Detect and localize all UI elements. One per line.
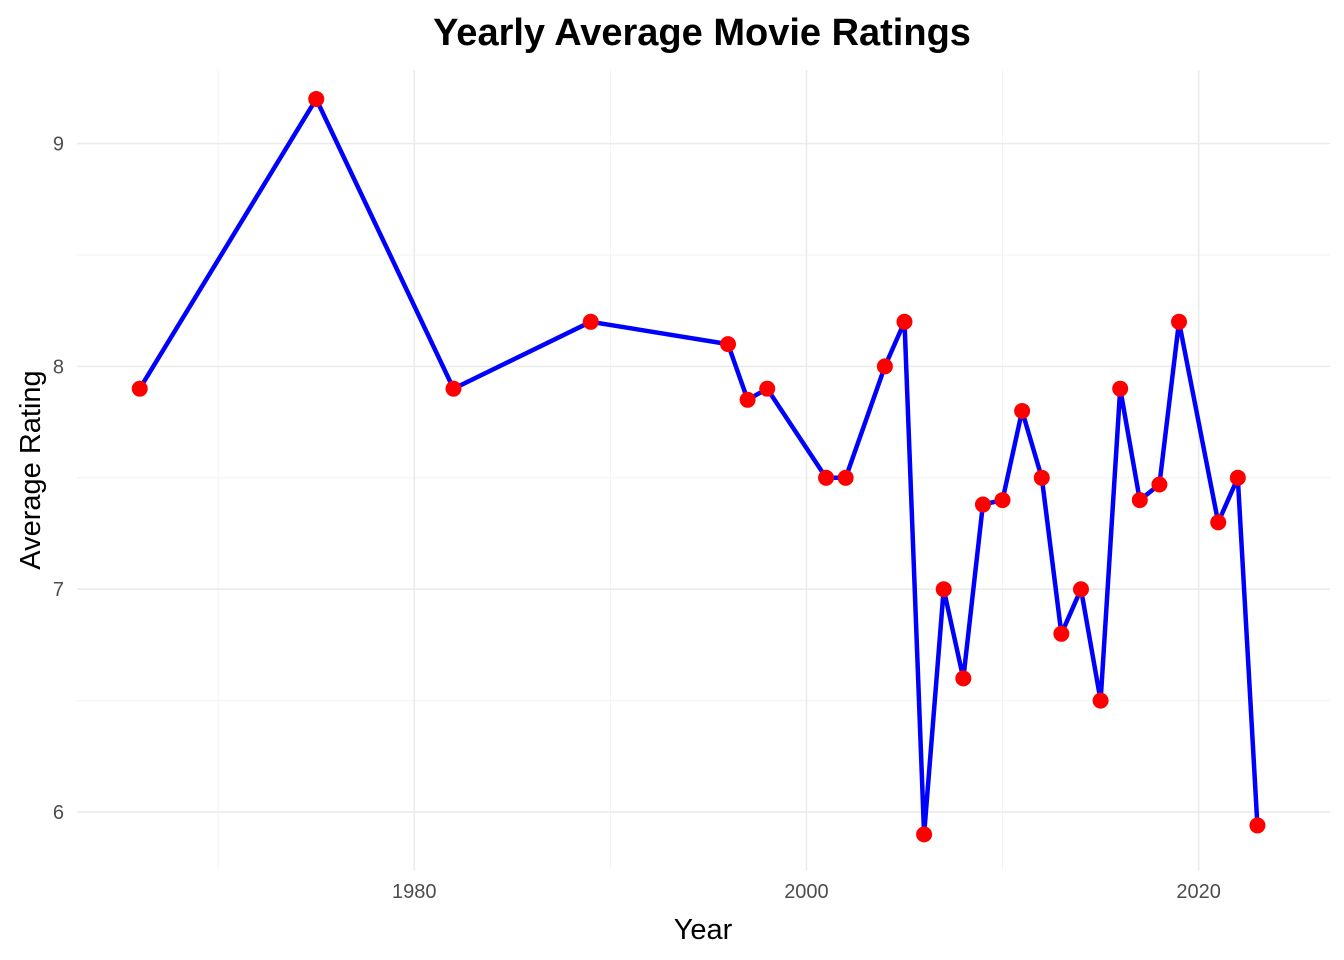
data-point	[759, 380, 776, 397]
data-point	[720, 336, 737, 353]
data-point	[1112, 380, 1129, 397]
data-point	[1053, 625, 1070, 642]
data-point	[445, 380, 462, 397]
data-point	[955, 670, 972, 687]
data-point	[837, 469, 854, 486]
y-tick-label: 8	[53, 356, 64, 378]
chart-title: Yearly Average Movie Ratings	[433, 12, 971, 54]
data-point	[582, 313, 599, 330]
data-point	[974, 496, 991, 513]
data-point	[1092, 692, 1109, 709]
data-point	[739, 391, 756, 408]
data-point	[1151, 476, 1168, 493]
series-line	[137, 96, 1260, 837]
tick-label-layer: 1980 2000 2020 6 7 8 9	[53, 134, 1221, 903]
y-tick-label: 6	[53, 802, 64, 824]
data-point	[1210, 514, 1227, 531]
data-point	[1229, 469, 1246, 486]
data-point	[131, 380, 148, 397]
x-tick-label: 1980	[392, 881, 437, 903]
y-tick-label: 7	[53, 579, 64, 601]
data-point	[935, 581, 952, 598]
data-point	[876, 358, 893, 375]
data-point	[1033, 469, 1050, 486]
x-tick-label: 2000	[784, 881, 829, 903]
data-point	[1072, 581, 1089, 598]
points-layer	[131, 90, 1266, 843]
data-point	[308, 90, 325, 107]
data-point	[1249, 817, 1266, 834]
data-point	[916, 826, 933, 843]
y-axis-title: Average Rating	[15, 370, 47, 569]
x-tick-label: 2020	[1176, 881, 1221, 903]
data-point	[1014, 402, 1031, 419]
data-point	[1131, 492, 1148, 509]
data-point	[1171, 313, 1188, 330]
series-layer	[137, 96, 1260, 837]
data-point	[896, 313, 913, 330]
data-point	[818, 469, 835, 486]
grid-layer	[77, 70, 1330, 870]
y-tick-label: 9	[53, 134, 64, 156]
data-point	[994, 492, 1011, 509]
x-axis-title: Year	[674, 914, 733, 946]
